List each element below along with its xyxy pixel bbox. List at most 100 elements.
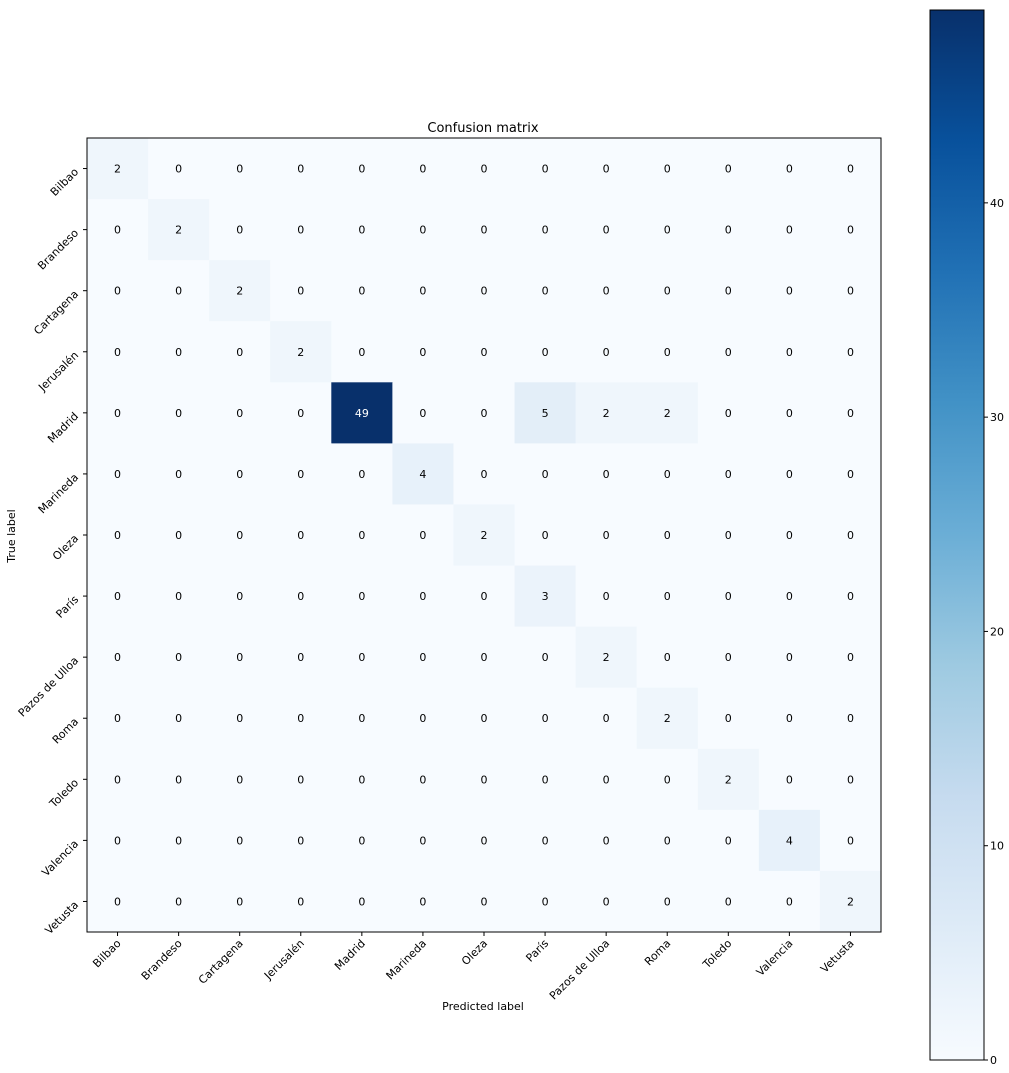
cell-value-label: 0 (664, 224, 671, 237)
cell-value-label: 0 (664, 529, 671, 542)
heatmap-cell (819, 443, 882, 505)
heatmap-cell (697, 809, 760, 872)
cell-value-label: 0 (603, 285, 610, 298)
cell-value-label: 0 (236, 163, 243, 176)
cell-value-label: 0 (175, 468, 182, 481)
cell-value-label: 0 (419, 834, 426, 847)
cell-value-label: 0 (786, 285, 793, 298)
cell-value-label: 0 (542, 651, 549, 664)
cell-value-label: 0 (481, 224, 488, 237)
cell-value-label: 0 (419, 651, 426, 664)
cell-value-label: 0 (847, 651, 854, 664)
heatmap-cell (514, 748, 577, 811)
colorbar-tick-label: 40 (990, 197, 1004, 210)
cell-value-label: 0 (725, 590, 732, 603)
cell-value-label: 0 (419, 773, 426, 786)
heatmap-cell (209, 260, 271, 322)
cell-value-label: 0 (236, 346, 243, 359)
x-tick-label: Cartagena (196, 937, 246, 987)
colorbar-tick-label: 20 (990, 625, 1004, 638)
cell-value-label: 0 (481, 712, 488, 725)
cell-value-label: 0 (419, 407, 426, 420)
heatmap-cell (514, 504, 577, 567)
cell-value-label: 0 (175, 590, 182, 603)
heatmap-cell (697, 382, 760, 444)
cell-value-label: 0 (236, 590, 243, 603)
cell-value-label: 2 (847, 895, 854, 908)
heatmap-cell (453, 321, 516, 383)
heatmap-cell (819, 626, 882, 689)
heatmap-cell (392, 382, 454, 444)
cell-value-label: 0 (481, 895, 488, 908)
cell-value-label: 0 (114, 407, 121, 420)
heatmap-cell (697, 748, 760, 811)
heatmap-cell (819, 809, 882, 872)
heatmap-cell (575, 748, 638, 811)
heatmap-cell (758, 687, 821, 750)
cell-value-label: 0 (542, 834, 549, 847)
cell-value-label: 0 (664, 834, 671, 847)
heatmap-cell (148, 504, 210, 567)
heatmap-cell (514, 138, 577, 200)
heatmap-cell (392, 870, 454, 933)
cell-value-label: 0 (481, 834, 488, 847)
heatmap-cell (453, 809, 516, 872)
x-axis-title: Predicted label (442, 1000, 524, 1013)
cell-value-label: 0 (725, 407, 732, 420)
y-tick-label: Marineda (36, 471, 81, 516)
cell-value-label: 0 (725, 651, 732, 664)
heatmap-cell (636, 504, 699, 567)
cell-value-label: 0 (786, 407, 793, 420)
heatmap-cell (209, 809, 271, 872)
heatmap-cell (148, 138, 210, 200)
heatmap-cell (636, 748, 699, 811)
cell-value-label: 0 (542, 712, 549, 725)
cell-value-label: 0 (481, 468, 488, 481)
cell-value-label: 0 (358, 834, 365, 847)
heatmap-cell (209, 382, 271, 444)
heatmap-cell (514, 260, 577, 322)
cell-value-label: 2 (236, 285, 243, 298)
y-tick-label: Toledo (46, 776, 81, 811)
cell-value-label: 0 (236, 834, 243, 847)
heatmap-cell (636, 809, 699, 872)
cell-value-label: 0 (419, 163, 426, 176)
y-tick-label: Cartagena (31, 288, 81, 338)
cell-value-label: 0 (236, 468, 243, 481)
cell-value-label: 0 (542, 346, 549, 359)
heatmap-cell (697, 260, 760, 322)
heatmap-cell (636, 443, 699, 505)
heatmap-cell (209, 199, 271, 261)
cell-value-label: 0 (419, 712, 426, 725)
heatmap-cell (514, 809, 577, 872)
cell-value-label: 0 (847, 407, 854, 420)
heatmap-cell (331, 687, 393, 750)
heatmap-cell (148, 626, 210, 689)
y-tick-label: Oleza (50, 532, 81, 563)
cell-value-label: 0 (786, 346, 793, 359)
x-tick-label: Brandeso (139, 937, 185, 983)
cell-value-label: 0 (786, 712, 793, 725)
heatmap-cell (87, 626, 149, 689)
cell-value-label: 0 (297, 529, 304, 542)
cell-value-label: 0 (175, 773, 182, 786)
cell-value-label: 0 (603, 224, 610, 237)
heatmap-cell (819, 382, 882, 444)
heatmap-cell (819, 199, 882, 261)
cell-value-label: 0 (786, 590, 793, 603)
heatmap-cell (270, 321, 332, 383)
heatmap-cell (331, 260, 393, 322)
heatmap-cell (392, 748, 454, 811)
cell-value-label: 2 (664, 407, 671, 420)
heatmap-cell (87, 138, 149, 200)
heatmap-cell (87, 687, 149, 750)
cell-value-label: 0 (175, 346, 182, 359)
heatmap-cell (209, 687, 271, 750)
heatmap-cell (697, 504, 760, 567)
heatmap-cell (575, 626, 638, 689)
cell-value-label: 0 (603, 773, 610, 786)
cell-value-label: 0 (847, 834, 854, 847)
cell-value-label: 0 (297, 590, 304, 603)
cell-value-label: 0 (236, 407, 243, 420)
cell-value-label: 0 (603, 895, 610, 908)
